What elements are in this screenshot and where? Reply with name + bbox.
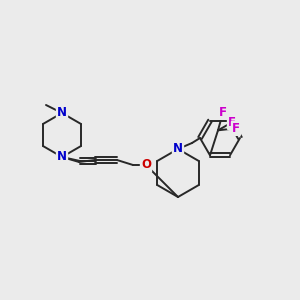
Text: F: F	[219, 106, 227, 119]
Text: F: F	[232, 122, 240, 135]
Text: O: O	[141, 158, 151, 172]
Text: F: F	[228, 116, 236, 129]
Text: N: N	[57, 106, 67, 119]
Text: N: N	[173, 142, 183, 155]
Text: N: N	[57, 151, 67, 164]
